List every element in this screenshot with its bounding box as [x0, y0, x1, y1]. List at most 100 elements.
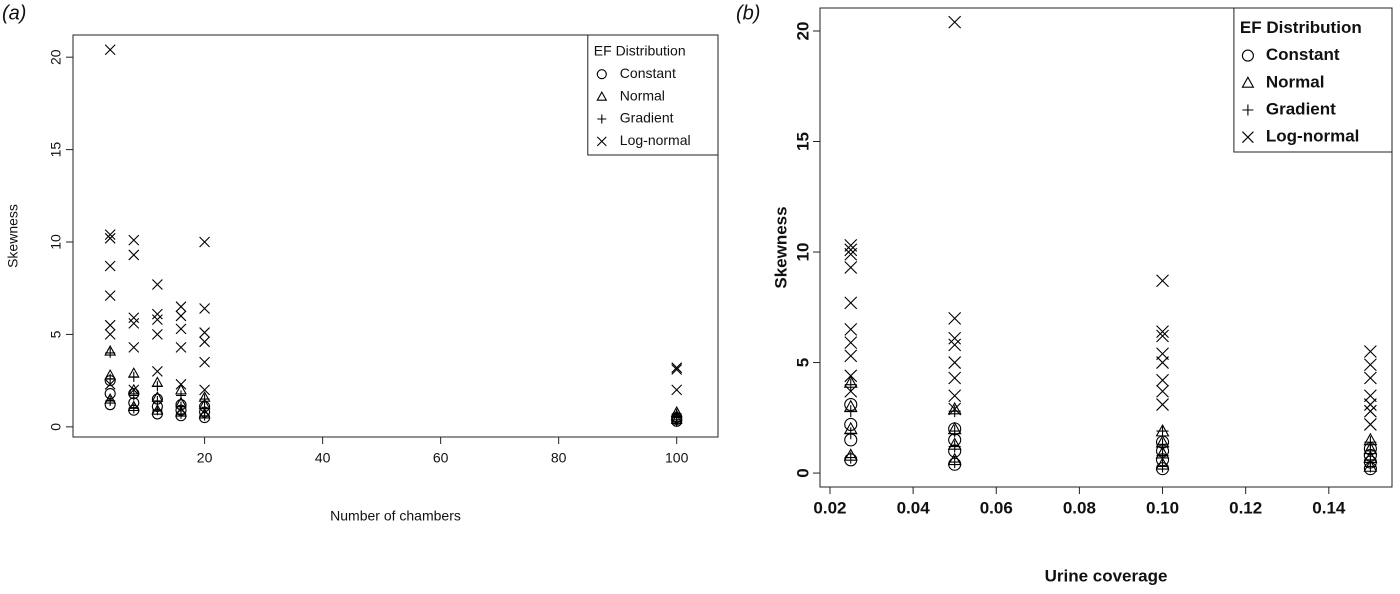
- plot-frame: [72, 34, 719, 438]
- point: [844, 369, 858, 383]
- point: [105, 347, 116, 358]
- point: [844, 243, 858, 257]
- point: [199, 327, 210, 338]
- point: [1156, 356, 1169, 369]
- point: [175, 399, 187, 411]
- point: [948, 440, 961, 453]
- point: [152, 381, 163, 392]
- legend-title: EF Distribution: [1240, 18, 1362, 37]
- point: [844, 296, 858, 310]
- point: [1156, 449, 1169, 462]
- point: [199, 403, 210, 414]
- point: [175, 301, 187, 313]
- point: [104, 329, 116, 340]
- point: [948, 15, 962, 29]
- point: [128, 234, 140, 246]
- point: [844, 405, 857, 418]
- point: [128, 384, 140, 396]
- point: [1363, 404, 1377, 418]
- x-tick-label: 0.04: [897, 498, 931, 517]
- point: [1363, 371, 1377, 385]
- point: [151, 308, 163, 320]
- point: [948, 402, 962, 416]
- point: [1363, 462, 1377, 476]
- point: [948, 338, 962, 352]
- point: [104, 388, 116, 400]
- point: [152, 405, 163, 416]
- y-axis-label: Skewness: [5, 204, 21, 268]
- point: [175, 323, 187, 335]
- y-tick-label: 5: [48, 330, 64, 338]
- panel: (a) 20 40 60 80 100 0 5 10 15 20 Number of chambers…: [2, 2, 719, 524]
- point: [948, 356, 962, 369]
- y-tick-label: 15: [793, 132, 812, 151]
- point: [1156, 325, 1169, 338]
- y-tick-label: 5: [793, 358, 812, 367]
- point: [844, 349, 858, 363]
- point: [948, 405, 961, 418]
- legend-marker: [596, 136, 607, 147]
- panel: (b) 0.02 0.04 0.06 0.08 0.10 0.12 0.14 0 5 10 15 20 U…: [736, 2, 1393, 585]
- legend-label: Normal: [620, 87, 665, 103]
- legend-label: Gradient: [620, 110, 674, 126]
- legend-marker: [597, 114, 607, 124]
- plot-frame: [819, 7, 1393, 488]
- point: [844, 433, 858, 447]
- point: [1156, 460, 1169, 473]
- x-tick-label: 40: [315, 450, 331, 466]
- legend-marker: [1241, 49, 1254, 62]
- legend-label: Log-normal: [1266, 127, 1360, 146]
- point: [105, 373, 116, 384]
- x-tick-label: 0.02: [813, 498, 846, 517]
- point: [104, 229, 116, 241]
- point: [104, 260, 116, 272]
- y-axis-label: Skewness: [771, 206, 790, 288]
- point: [199, 336, 210, 348]
- point: [128, 403, 139, 414]
- point: [151, 314, 163, 326]
- point: [1156, 274, 1169, 288]
- point: [1363, 418, 1377, 431]
- point: [199, 236, 210, 248]
- panel-label: (b): [736, 2, 760, 24]
- point: [175, 390, 186, 401]
- point: [1363, 398, 1377, 411]
- legend: EF Distribution Constant Normal Gradient Log…: [587, 34, 719, 156]
- x-tick-label: 60: [433, 450, 449, 466]
- point: [671, 384, 683, 396]
- point: [151, 329, 163, 340]
- point: [1156, 438, 1169, 451]
- point: [948, 311, 962, 325]
- point: [104, 319, 116, 331]
- x-tick-label: 20: [197, 450, 213, 466]
- point: [175, 378, 187, 390]
- legend-marker: [596, 90, 608, 101]
- point: [199, 303, 210, 314]
- point: [151, 393, 163, 405]
- point: [1156, 329, 1169, 343]
- legend-label: Log-normal: [620, 132, 691, 148]
- point: [128, 390, 139, 401]
- point: [128, 312, 140, 324]
- point: [128, 371, 139, 382]
- point: [671, 362, 683, 374]
- x-tick-label: 0.12: [1229, 498, 1262, 517]
- point: [1156, 373, 1169, 387]
- legend-box: [1233, 7, 1393, 153]
- point: [199, 394, 210, 405]
- y-tick-label: 20: [793, 22, 812, 41]
- x-tick-label: 80: [551, 450, 567, 466]
- panel-label: (a): [2, 2, 26, 24]
- point: [105, 395, 116, 406]
- x-tick-label: 0.06: [980, 498, 1013, 517]
- legend-marker: [1242, 104, 1254, 116]
- point: [844, 239, 858, 252]
- point: [844, 451, 857, 464]
- point: [128, 341, 140, 353]
- x-axis-label: Urine coverage: [1045, 566, 1168, 585]
- point: [1364, 436, 1377, 449]
- point: [199, 356, 210, 368]
- y-tick-label: 0: [48, 423, 64, 431]
- legend-label: Constant: [1266, 45, 1340, 64]
- point: [175, 341, 187, 353]
